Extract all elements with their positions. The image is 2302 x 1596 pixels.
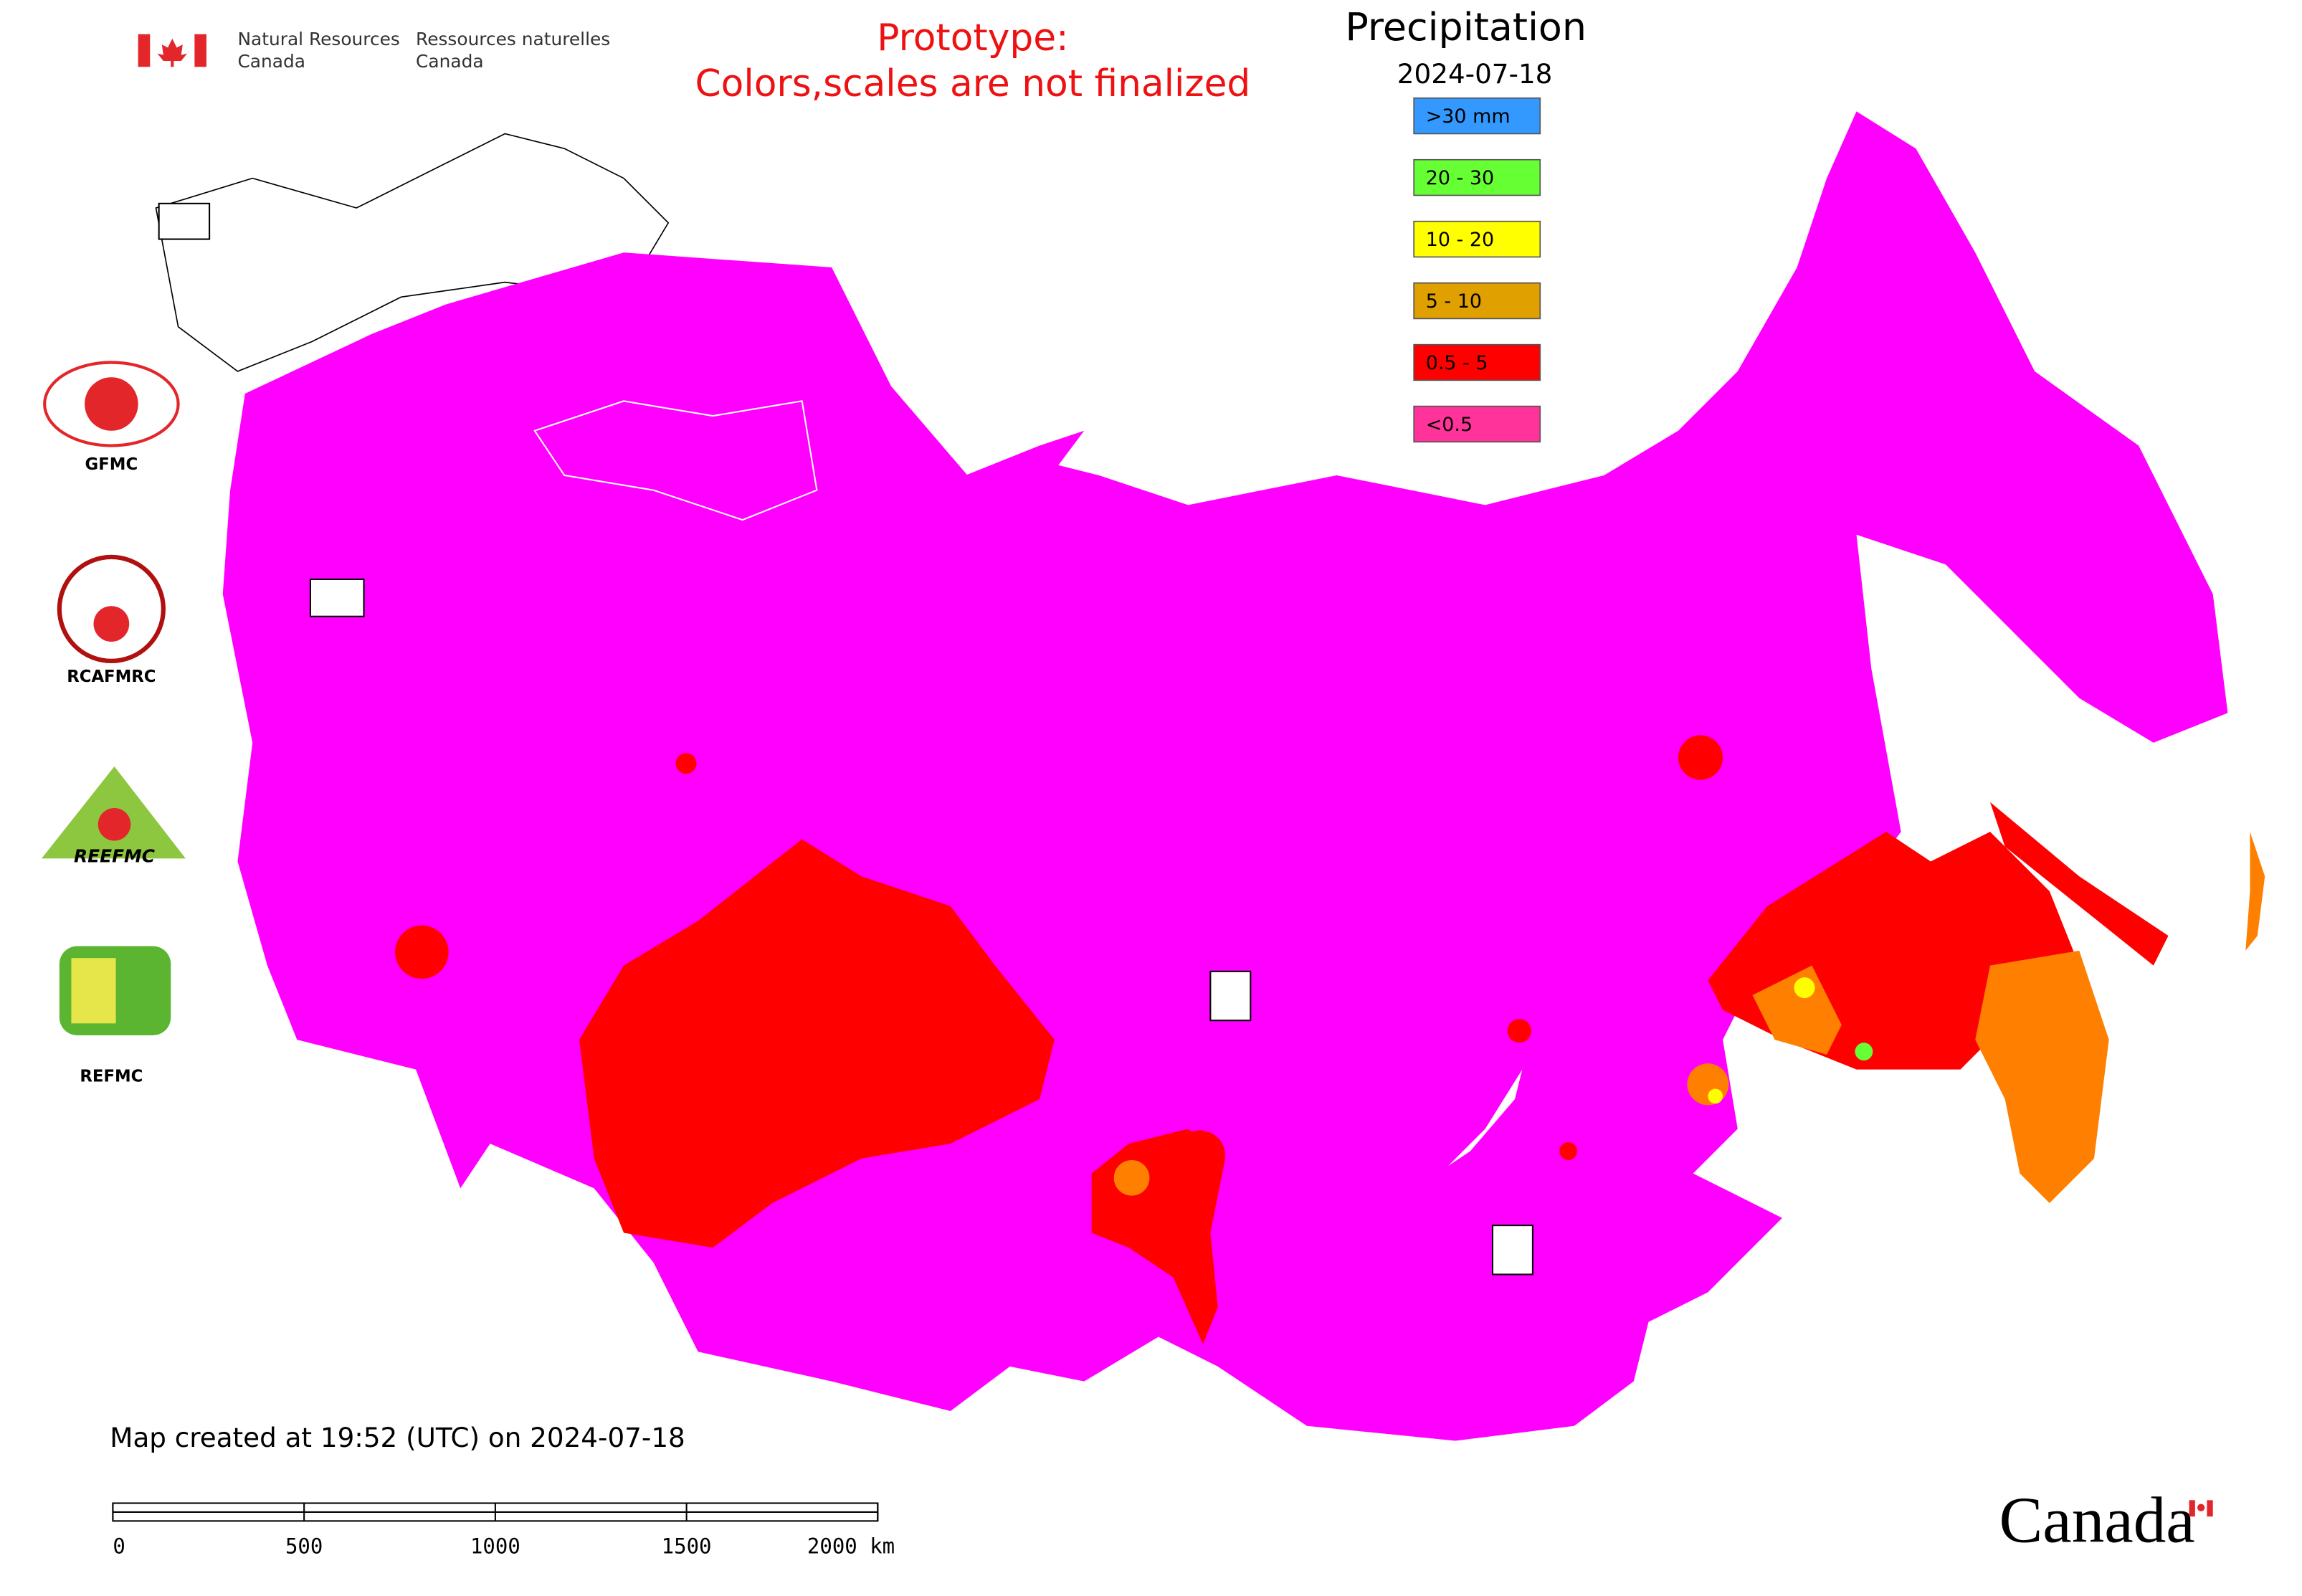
logo-reefmc: [97, 807, 131, 841]
region-light-precip: [579, 839, 1055, 1248]
scale-label: 500: [285, 1534, 323, 1559]
legend-label: 10 - 20: [1426, 229, 1494, 251]
logo-label: GFMC: [85, 455, 138, 474]
footer: Map created at 19:52 (UTC) on 2024-07-18…: [110, 1422, 2213, 1559]
scandinavia-outline: [155, 133, 670, 372]
spot-heavy: [1855, 1042, 1873, 1061]
region-moderate-precip: [1975, 950, 2109, 1204]
wordmark-flag: [2189, 1500, 2195, 1517]
legend-swatch: [1413, 220, 1541, 258]
legend: Precipitation 2024-07-18 >30 mm 20 - 30 10…: [1345, 4, 1587, 443]
map-logo: [158, 202, 211, 240]
map-logo: [1491, 1225, 1533, 1276]
agency-en: Canada: [237, 51, 305, 72]
spot-light: [675, 753, 697, 774]
legend-label: >30 mm: [1426, 105, 1511, 128]
scale-label: 2000 km: [807, 1534, 895, 1559]
map: [155, 111, 2265, 1441]
scale-label: 1000: [470, 1534, 520, 1559]
spot-moderate: [1687, 1063, 1729, 1106]
legend-label: 5 - 10: [1426, 290, 1482, 313]
island: [2245, 832, 2265, 951]
legend-title: Precipitation: [1345, 4, 1587, 49]
map-logo: [309, 578, 365, 617]
flag-bar: [138, 34, 151, 67]
logo-label: REEFMC: [74, 845, 155, 866]
spot-heavy: [1708, 1088, 1723, 1104]
wordmark-flag: [2197, 1504, 2205, 1511]
region-moderate-precip: [1752, 965, 1842, 1055]
logo-refmc: [71, 958, 116, 1024]
maple-leaf: [157, 38, 188, 67]
logos: GFMC RCAFMRC REEFMC REFMC: [42, 361, 186, 1086]
prototype-note: Colors,scales are not finalized: [695, 62, 1251, 105]
prototype-note: Prototype:: [877, 16, 1068, 60]
legend-swatch: [1413, 343, 1541, 381]
peninsula: [533, 400, 818, 521]
wordmark-flag: [2207, 1500, 2213, 1517]
legend-swatch: [1413, 97, 1541, 135]
spot-light: [1559, 1142, 1578, 1160]
spot-moderate: [1113, 1159, 1150, 1196]
legend-swatch: [1413, 282, 1541, 320]
legend-label: 20 - 30: [1426, 167, 1494, 189]
scale-label: 1500: [662, 1534, 712, 1559]
island: [965, 430, 1085, 521]
flag-bar: [194, 34, 206, 67]
spot-light: [1174, 1130, 1226, 1181]
agency-fr: Canada: [416, 51, 484, 72]
scale-label: 0: [113, 1534, 125, 1559]
legend-swatch: [1413, 158, 1541, 196]
legend-date: 2024-07-18: [1397, 58, 1553, 90]
created-note: Map created at 19:52 (UTC) on 2024-07-18: [110, 1422, 685, 1453]
spot-light: [1678, 735, 1723, 780]
logo-rcafmrc: [93, 606, 130, 642]
spot-heavy: [1794, 977, 1815, 999]
logo-label: REFMC: [80, 1067, 143, 1086]
spot-light: [1507, 1019, 1531, 1043]
legend-label: <0.5: [1426, 414, 1473, 436]
agency-fr: Ressources naturelles: [416, 29, 610, 49]
map-logo: [1209, 970, 1252, 1022]
header: Natural Resources Canada Ressources natu…: [138, 16, 1251, 105]
legend-label: 0.5 - 5: [1426, 352, 1488, 374]
logo-label: RCAFMRC: [67, 668, 156, 686]
logo-gfmc: [43, 361, 180, 447]
logo-gfmc: [85, 377, 138, 431]
region-light-precip: [1989, 802, 2169, 966]
canada-wordmark: Canada: [1999, 1484, 2194, 1557]
legend-swatch: [1413, 405, 1541, 443]
spot-light: [395, 925, 449, 979]
agency-en: Natural Resources: [237, 29, 399, 49]
